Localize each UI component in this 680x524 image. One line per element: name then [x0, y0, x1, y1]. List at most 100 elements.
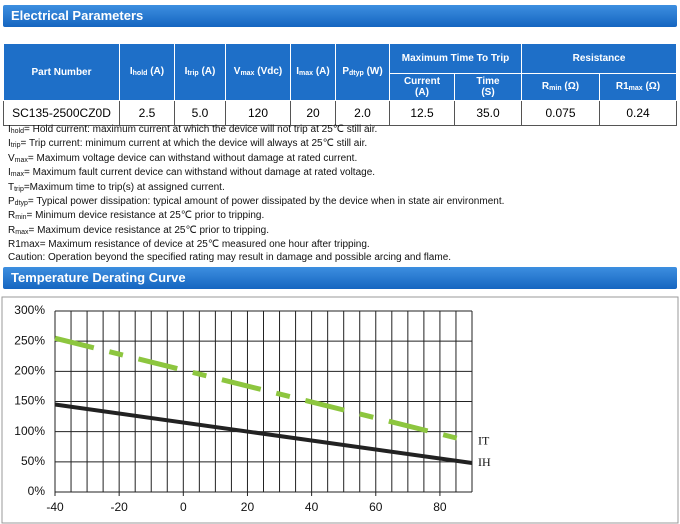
subscript: max — [299, 69, 314, 77]
y-tick-label: 0% — [28, 484, 46, 498]
series-label: IT — [478, 434, 490, 448]
note-text: = Maximum device resistance at 25℃ prior… — [28, 224, 269, 236]
y-tick-label: 250% — [14, 333, 45, 347]
note-symbol: I — [8, 124, 11, 135]
subscript: max — [10, 171, 25, 179]
cell-text: 20 — [306, 106, 320, 120]
note-line: Rmax= Maximum device resistance at 25℃ p… — [8, 225, 504, 239]
data-row: SC135-2500CZ0D 2.5 5.0 120 20 2.0 12.5 35.0 0.07… — [3, 100, 677, 126]
subscript: hold — [132, 69, 148, 77]
note-text: = Hold current: maximum current at which… — [24, 124, 378, 135]
header-cell: Time (S) — [454, 73, 522, 101]
cell-text: 2.5 — [138, 106, 156, 120]
series-line — [54, 402, 473, 466]
note-line: R1max= Maximum resistance of device at 2… — [8, 239, 504, 251]
x-tick-label: 0 — [180, 500, 187, 514]
subscript: trip — [14, 185, 24, 193]
header-text: Resistance — [572, 53, 626, 64]
header-unit: (S) — [481, 87, 495, 98]
note-symbol: R — [8, 210, 16, 222]
note-symbol: I — [8, 167, 11, 179]
cell-text: 12.5 — [410, 106, 434, 120]
header-unit: (A) — [415, 87, 429, 98]
note-line: Rmin= Minimum device resistance at 25℃ p… — [8, 210, 504, 224]
header-cell: Itrip (A) — [174, 43, 226, 101]
x-tick-label: -20 — [110, 500, 128, 514]
note-text: = Maximum fault current device can withs… — [24, 167, 376, 179]
y-tick-label: 300% — [14, 303, 45, 317]
subscript: max — [14, 156, 28, 164]
subscript: trip — [187, 69, 199, 77]
subscript: max — [15, 228, 29, 236]
subscript: trip — [10, 142, 21, 150]
header-cell: Vmax (Vdc) — [225, 43, 291, 101]
y-tick-label: 50% — [21, 454, 45, 468]
note-line: Ttrip=Maximum time to trip(s) at assigne… — [8, 182, 504, 196]
data-cell: 2.5 — [119, 100, 175, 126]
header-text: Current — [403, 76, 441, 87]
note-line: Itrip= Trip current: minimum current at … — [8, 138, 504, 152]
data-cell: 35.0 — [454, 100, 522, 126]
series-label: IH — [478, 455, 491, 469]
data-cell: 0.24 — [599, 100, 677, 126]
x-tick-label: 20 — [241, 500, 255, 514]
note-line: Pdtyp= Typical power dissipation: typica… — [8, 196, 504, 210]
header-text: I — [296, 65, 300, 77]
notes: Ihold= Hold current: maximum current at … — [8, 124, 504, 264]
data-cell: 120 — [225, 100, 291, 126]
header-cell: Ihold (A) — [119, 43, 175, 101]
note-text: =Maximum time to trip(s) at assigned cur… — [23, 181, 225, 193]
note-symbol: R — [8, 224, 16, 236]
header-cell: Imax (A) — [290, 43, 336, 101]
series-line — [54, 335, 473, 445]
cell-text: 2.0 — [354, 106, 371, 120]
note-line: Caution: Operation beyond the specified … — [8, 252, 504, 264]
chart-frame — [1, 296, 679, 524]
x-tick-label: 40 — [305, 500, 319, 514]
note-line: Vmax= Maximum voltage device can withsta… — [8, 153, 504, 167]
header-cell: R1max (Ω) — [599, 73, 677, 101]
x-tick-label: 80 — [433, 500, 447, 514]
note-symbol: V — [8, 152, 15, 164]
header-text: Part Number — [31, 66, 92, 78]
note-text: = Maximum resistance of device at 25℃ me… — [39, 239, 370, 251]
chart: 0% 50% 100% 150% 200% 250% 300% -40 -20 0 20 40 60 80… — [1, 296, 679, 524]
data-cell: 12.5 — [389, 100, 455, 126]
subscript: max — [240, 69, 255, 77]
header-unit: (A) — [201, 65, 216, 77]
subscript: max — [628, 84, 643, 92]
subscript: dtyp — [349, 69, 364, 77]
data-cell: 0.075 — [521, 100, 600, 126]
header-unit: (W) — [366, 65, 383, 77]
data-cell: 20 — [290, 100, 336, 126]
cell-text: 5.0 — [191, 106, 209, 120]
y-tick-label: 150% — [14, 394, 45, 408]
note-text: = Typical power dissipation: typical amo… — [27, 196, 505, 208]
header-text: R1 — [615, 80, 629, 92]
note-line: Ihold= Hold current: maximum current at … — [8, 124, 504, 138]
header-cell: Current (A) — [389, 73, 455, 101]
subscript: min — [549, 84, 562, 92]
note-symbol: T — [8, 181, 15, 193]
header-text: V — [233, 65, 241, 77]
header-cell: Pdtyp (W) — [335, 43, 390, 101]
data-cell: 2.0 — [335, 100, 390, 126]
note-symbol: P — [8, 196, 15, 208]
y-tick-label: 200% — [14, 364, 45, 378]
data-cell: SC135-2500CZ0D — [3, 100, 120, 126]
header-cell: Maximum Time To Trip — [389, 43, 522, 74]
note-text: = Trip current: minimum current at which… — [20, 138, 368, 150]
note-symbol: I — [8, 138, 11, 150]
header-text: Time — [476, 76, 500, 87]
header-unit: (Ω) — [564, 80, 580, 92]
note-text: = Minimum device resistance at 25℃ prior… — [26, 210, 265, 222]
header-text: R — [541, 80, 550, 92]
x-tick-label: 60 — [369, 500, 383, 514]
header-unit: (A) — [315, 65, 330, 77]
header-unit: (A) — [150, 65, 165, 77]
cell-text: 120 — [247, 106, 269, 120]
cell-text: 0.24 — [626, 106, 650, 120]
cell-text: 35.0 — [476, 106, 500, 120]
header-text: I — [129, 65, 133, 77]
